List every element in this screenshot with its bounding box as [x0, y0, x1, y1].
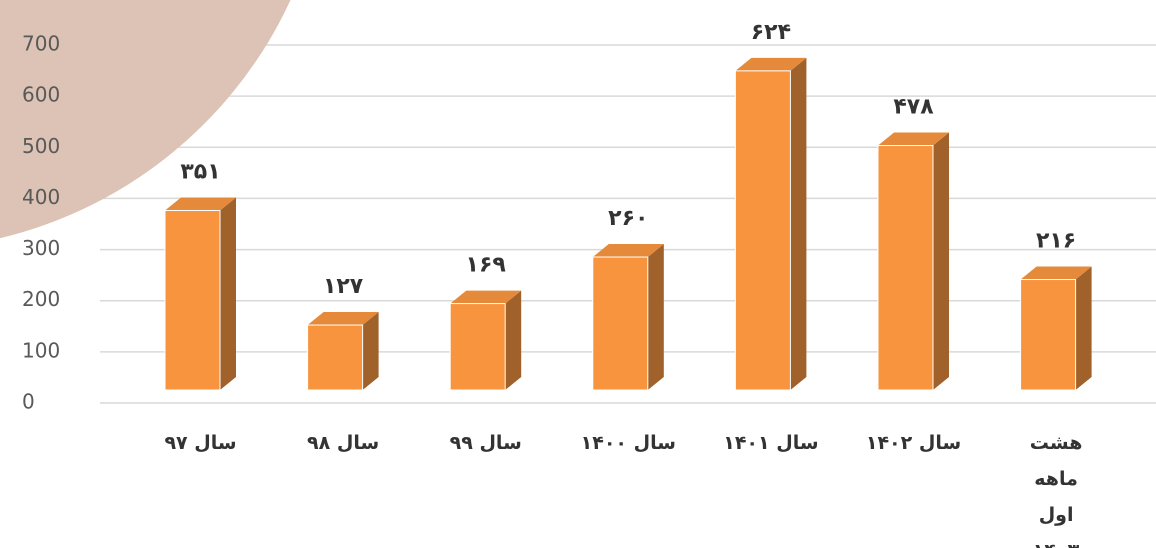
bar-front	[307, 324, 364, 391]
bar-front	[1020, 279, 1077, 391]
y-tick-label: 400	[22, 185, 60, 209]
x-tick-label: سال ۹۸	[307, 432, 380, 454]
value-label: ۲۱۶	[1036, 229, 1076, 254]
bar-front	[164, 209, 221, 391]
value-label: ۱۶۹	[466, 253, 506, 278]
bar-top	[307, 312, 379, 326]
x-tick-label: سال ۹۹	[449, 432, 522, 454]
bar-top	[450, 290, 522, 304]
bar-front	[734, 70, 791, 391]
bar-side	[647, 244, 664, 390]
bar-top	[1020, 266, 1092, 280]
bar-top	[878, 132, 949, 146]
bar-top	[165, 197, 236, 211]
y-tick-label: 500	[22, 134, 60, 158]
value-label: ۳۵۱	[180, 159, 220, 184]
bar-top	[735, 57, 807, 71]
y-tick-label: 700	[22, 32, 60, 56]
value-label: ۴۷۸	[893, 95, 934, 120]
bar-side	[505, 290, 522, 390]
bar	[877, 132, 949, 391]
value-label: ۱۲۷	[323, 274, 364, 299]
y-tick-label: 300	[22, 236, 60, 260]
bar-front	[877, 145, 934, 391]
bar-side	[790, 57, 807, 391]
x-tick-label: سال ۹۷	[164, 432, 237, 454]
bar	[164, 197, 236, 391]
value-label: ۲۶۰	[608, 206, 648, 231]
y-tick-label: 600	[22, 83, 60, 107]
bar-front	[592, 256, 649, 391]
y-tick-label: 200	[22, 287, 60, 311]
bar-front	[449, 303, 506, 391]
bar	[449, 290, 522, 391]
bar	[734, 57, 807, 391]
x-tick-label: سال ۱۴۰۱	[723, 432, 819, 454]
bar	[1020, 266, 1092, 391]
bar-side	[933, 132, 949, 390]
x-tick-label: هشت ماهه اول ۱۴۰۳	[1029, 432, 1083, 548]
y-tick-label: 100	[22, 338, 60, 362]
bar-side	[220, 197, 236, 390]
x-tick-label: سال ۱۴۰۲	[865, 432, 962, 454]
bar-side	[362, 312, 379, 390]
bar-top	[592, 244, 664, 258]
decoration	[0, 0, 291, 239]
value-label: ۶۲۴	[751, 20, 791, 45]
y-tick-label: 0	[22, 390, 35, 414]
bar	[307, 312, 379, 391]
bar-side	[1075, 266, 1092, 390]
x-tick-label: سال ۱۴۰۰	[580, 432, 676, 454]
bar	[592, 244, 664, 391]
